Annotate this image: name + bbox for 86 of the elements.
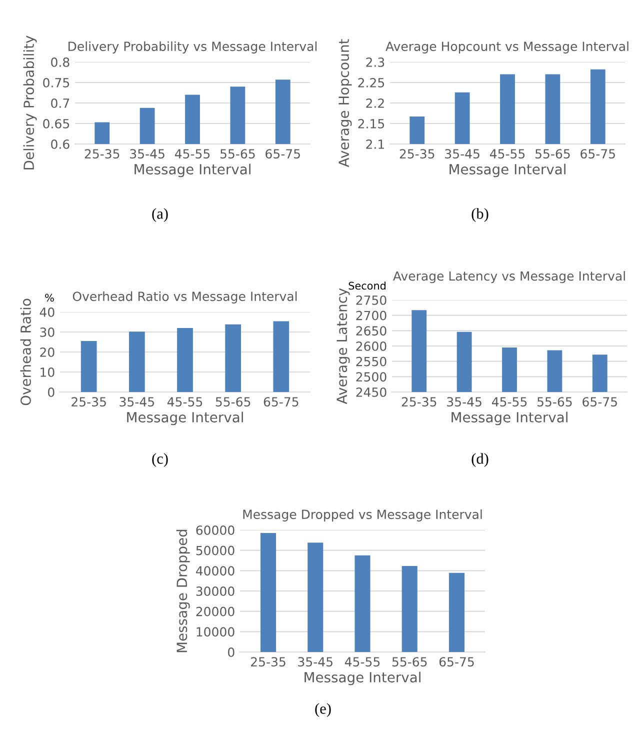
- x-tick-label: 55-65: [535, 149, 570, 159]
- y-tick-label: 2450: [356, 387, 386, 397]
- y-tick-label: 20: [40, 347, 54, 357]
- x-tick-label: 25-35: [72, 397, 106, 407]
- bar: [260, 533, 276, 652]
- text: (e): [315, 703, 331, 717]
- x-tick-label: 65-75: [264, 397, 298, 407]
- x-tick-label: 65-75: [580, 149, 615, 159]
- x-tick-label: 35-45: [130, 149, 164, 159]
- x-tick-label: 65-75: [439, 657, 474, 667]
- text: (b): [472, 208, 488, 222]
- x-tick-label: 25-35: [400, 149, 434, 159]
- bar: [128, 332, 145, 392]
- y-axis-title: Average Hopcount: [338, 39, 352, 168]
- x-axis-title: Message Interval: [134, 164, 250, 178]
- x-tick-label: 25-35: [402, 397, 436, 407]
- x-axis-title: Message Interval: [450, 164, 566, 178]
- y-tick-label: 40000: [196, 566, 234, 576]
- x-tick-label: 25-35: [251, 657, 286, 667]
- bar: [273, 321, 290, 392]
- x-tick-label: 35-45: [445, 149, 480, 159]
- bar: [225, 324, 242, 392]
- y-tick-label: 2.3: [366, 57, 384, 67]
- y-axis-title: Message Dropped: [176, 530, 190, 652]
- x-tick-label: 55-65: [220, 149, 255, 159]
- x-tick-label: 55-65: [216, 397, 250, 407]
- x-tick-label: 55-65: [537, 397, 572, 407]
- chart-title: Delivery Probability vs Message Interval: [68, 41, 317, 54]
- x-axis-title: Message Interval: [304, 672, 420, 686]
- x-tick-label: 35-45: [120, 397, 154, 407]
- x-tick-label: 45-55: [490, 149, 525, 159]
- y-tick-label: 10: [40, 367, 54, 377]
- text: Second: [348, 282, 386, 290]
- bar: [177, 328, 193, 392]
- y-tick-label: 2650: [356, 326, 386, 336]
- y-tick-label: 2.15: [358, 118, 384, 128]
- y-tick-label: 2550: [356, 356, 386, 366]
- x-tick-label: 35-45: [298, 657, 332, 667]
- x-axis-title: Message Interval: [452, 412, 568, 426]
- y-tick-label: 2500: [356, 372, 386, 382]
- y-tick-label: 50000: [196, 546, 234, 556]
- y-axis-title: Delivery Probability: [23, 36, 37, 170]
- y-tick-label: 0: [228, 647, 234, 657]
- y-tick-label: 40: [40, 307, 54, 317]
- y-axis-title: Overhead Ratio: [20, 298, 31, 406]
- x-tick-label: 45-55: [492, 397, 527, 407]
- text: (c): [152, 453, 168, 467]
- text: (d): [472, 453, 488, 467]
- y-tick-label: 20000: [196, 606, 234, 616]
- x-tick-label: 65-75: [266, 149, 300, 159]
- y-tick-label: 2750: [356, 295, 386, 305]
- y-tick-label: 2600: [356, 341, 386, 351]
- x-tick-label: 45-55: [167, 397, 202, 407]
- x-axis-title: Message Interval: [127, 412, 243, 426]
- bar: [448, 572, 465, 652]
- y-tick-label: 0: [48, 387, 54, 397]
- x-tick-label: 35-45: [447, 397, 482, 407]
- y-tick-label: 0.6: [51, 139, 70, 149]
- bar: [308, 542, 324, 652]
- x-tick-label: 65-75: [582, 397, 617, 407]
- chart-title: Message Dropped vs Message Interval: [243, 509, 482, 522]
- y-tick-label: 2.1: [366, 139, 384, 149]
- y-tick-label: 30000: [196, 586, 234, 596]
- chart-title: Average Hopcount vs Message Interval: [386, 41, 628, 54]
- y-tick-label: 0.65: [43, 118, 70, 128]
- chart-title: Overhead Ratio vs Message Interval: [72, 291, 297, 304]
- y-tick-label: 2.2: [366, 98, 384, 108]
- y-tick-label: 0.8: [51, 57, 70, 67]
- y-tick-label: 60000: [196, 525, 234, 535]
- x-tick-label: 55-65: [392, 657, 427, 667]
- y-tick-label: 30: [40, 327, 54, 337]
- y-tick-label: 2.25: [358, 78, 384, 88]
- y-tick-label: 10000: [196, 627, 234, 637]
- y-tick-label: 2700: [356, 310, 386, 320]
- chart-title: Average Latency vs Message Interval: [392, 271, 625, 284]
- text: %: [45, 294, 54, 302]
- x-tick-label: 45-55: [344, 657, 380, 667]
- bar: [80, 341, 97, 392]
- text: (a): [152, 208, 168, 222]
- y-axis-title: Average Latency: [336, 288, 350, 404]
- x-tick-label: 45-55: [174, 149, 210, 159]
- x-tick-label: 25-35: [84, 149, 120, 159]
- bar: [402, 566, 418, 652]
- y-tick-label: 0.75: [43, 78, 70, 88]
- y-tick-label: 0.7: [51, 98, 70, 108]
- bar: [354, 555, 370, 652]
